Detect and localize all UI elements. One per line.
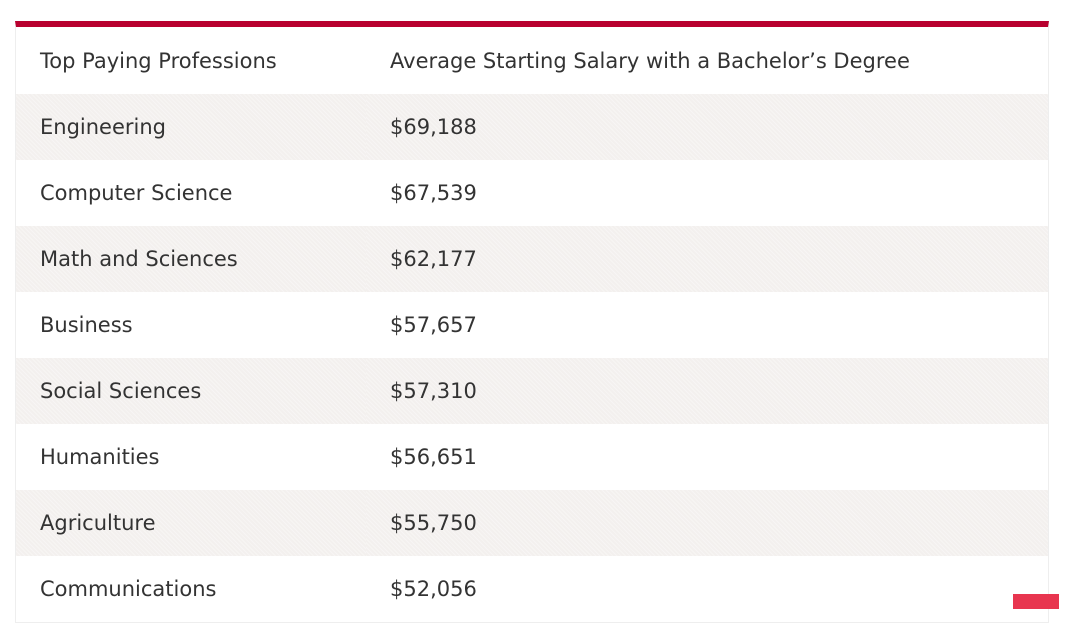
salary-cell: $69,188 bbox=[366, 94, 1048, 160]
table-row: Computer Science $67,539 bbox=[16, 160, 1048, 226]
profession-cell: Humanities bbox=[16, 424, 366, 490]
salary-cell: $57,310 bbox=[366, 358, 1048, 424]
table-row: Business $57,657 bbox=[16, 292, 1048, 358]
table-row: Engineering $69,188 bbox=[16, 94, 1048, 160]
salary-cell: $55,750 bbox=[366, 490, 1048, 556]
corner-accent-bar[interactable] bbox=[1013, 594, 1059, 609]
profession-cell: Math and Sciences bbox=[16, 226, 366, 292]
table-header: Top Paying Professions Average Starting … bbox=[16, 27, 1048, 94]
salary-table: Top Paying Professions Average Starting … bbox=[16, 27, 1048, 622]
profession-cell: Engineering bbox=[16, 94, 366, 160]
table-row: Social Sciences $57,310 bbox=[16, 358, 1048, 424]
table-row: Communications $52,056 bbox=[16, 556, 1048, 622]
salary-cell: $57,657 bbox=[366, 292, 1048, 358]
profession-cell: Business bbox=[16, 292, 366, 358]
salary-cell: $56,651 bbox=[366, 424, 1048, 490]
table-row: Humanities $56,651 bbox=[16, 424, 1048, 490]
salary-cell: $62,177 bbox=[366, 226, 1048, 292]
profession-cell: Social Sciences bbox=[16, 358, 366, 424]
profession-cell: Communications bbox=[16, 556, 366, 622]
table-row: Math and Sciences $62,177 bbox=[16, 226, 1048, 292]
table-header-row: Top Paying Professions Average Starting … bbox=[16, 27, 1048, 94]
profession-cell: Agriculture bbox=[16, 490, 366, 556]
table-body: Engineering $69,188 Computer Science $67… bbox=[16, 94, 1048, 622]
header-professions: Top Paying Professions bbox=[16, 27, 366, 94]
salary-cell: $67,539 bbox=[366, 160, 1048, 226]
salary-table-container: Top Paying Professions Average Starting … bbox=[15, 21, 1049, 623]
table-row: Agriculture $55,750 bbox=[16, 490, 1048, 556]
profession-cell: Computer Science bbox=[16, 160, 366, 226]
header-salary: Average Starting Salary with a Bachelor’… bbox=[366, 27, 1048, 94]
salary-cell: $52,056 bbox=[366, 556, 1048, 622]
